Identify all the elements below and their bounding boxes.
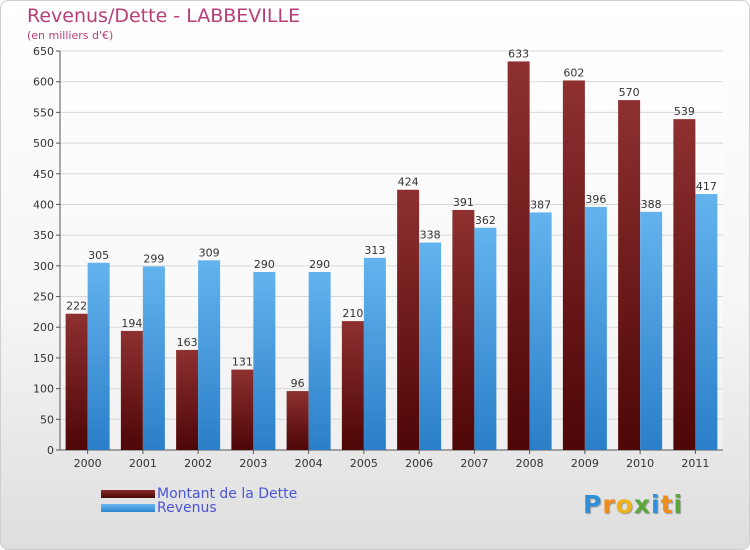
data-label: 391 — [453, 196, 474, 209]
legend-item-dette: Montant de la Dette — [101, 487, 297, 501]
bar-dette — [618, 100, 641, 450]
bar-dette — [231, 369, 254, 450]
chart-title: Revenus/Dette - LABBEVILLE — [27, 5, 301, 27]
bar-dette — [341, 321, 364, 450]
x-tick-label: 2005 — [350, 457, 378, 470]
bar-revenus — [142, 266, 165, 450]
x-tick-label: 2003 — [239, 457, 267, 470]
bar-dette — [286, 391, 309, 450]
chart-legend: Montant de la Dette Revenus — [101, 487, 297, 515]
data-label: 131 — [232, 356, 253, 369]
data-label: 362 — [475, 214, 496, 227]
bar-revenus — [198, 260, 221, 450]
data-label: 539 — [674, 105, 695, 118]
bar-revenus — [529, 212, 552, 450]
logo-letter: P — [583, 490, 603, 519]
data-label: 96 — [291, 377, 305, 390]
y-tick-label: 550 — [33, 106, 54, 119]
logo-letter: i — [651, 490, 661, 519]
x-tick-label: 2009 — [571, 457, 599, 470]
data-label: 570 — [619, 86, 640, 99]
x-tick-label: 2008 — [516, 457, 544, 470]
data-label: 222 — [66, 300, 87, 313]
bar-dette — [397, 189, 420, 450]
y-tick-label: 250 — [33, 291, 54, 304]
bar-revenus — [363, 257, 386, 450]
x-tick-label: 2011 — [681, 457, 709, 470]
bar-dette — [507, 61, 530, 450]
y-tick-label: 600 — [33, 76, 54, 89]
bar-dette — [176, 349, 199, 450]
data-label: 396 — [585, 193, 606, 206]
bar-revenus — [253, 271, 276, 450]
data-label: 194 — [121, 317, 142, 330]
x-tick-label: 2001 — [129, 457, 157, 470]
x-tick-label: 2002 — [184, 457, 212, 470]
legend-swatch-dette — [101, 490, 155, 498]
data-label: 299 — [143, 252, 164, 265]
data-label: 210 — [342, 307, 363, 320]
data-label: 290 — [309, 258, 330, 271]
y-tick-label: 0 — [47, 444, 54, 457]
x-tick-label: 2007 — [460, 457, 488, 470]
logo-letter: i — [673, 490, 684, 519]
legend-label-revenus: Revenus — [157, 500, 217, 516]
y-tick-label: 350 — [33, 229, 54, 242]
x-tick-label: 2004 — [295, 457, 323, 470]
data-label: 309 — [199, 246, 220, 259]
proxiti-logo: Proxiti — [583, 490, 683, 519]
chart-subtitle: (en milliers d'€) — [27, 29, 114, 42]
bar-revenus — [474, 227, 497, 450]
data-label: 387 — [530, 198, 551, 211]
x-tick-label: 2000 — [74, 457, 102, 470]
y-tick-label: 300 — [33, 260, 54, 273]
x-tick-label: 2006 — [405, 457, 433, 470]
logo-letter: x — [633, 490, 651, 519]
data-label: 602 — [563, 66, 584, 79]
bar-dette — [452, 209, 475, 450]
data-label: 633 — [508, 47, 529, 60]
legend-swatch-revenus — [101, 504, 155, 512]
bar-revenus — [87, 262, 110, 450]
data-label: 290 — [254, 258, 275, 271]
y-tick-label: 400 — [33, 198, 54, 211]
bar-revenus — [695, 194, 718, 450]
data-label: 338 — [420, 229, 441, 242]
y-tick-label: 50 — [40, 413, 54, 426]
logo-letter: t — [660, 490, 674, 519]
data-label: 424 — [398, 176, 419, 189]
y-tick-label: 150 — [33, 352, 54, 365]
bar-revenus — [308, 271, 331, 450]
bar-dette — [65, 313, 88, 450]
bar-dette — [673, 119, 696, 450]
logo-letter: o — [615, 490, 634, 519]
bar-revenus — [419, 242, 442, 450]
x-tick-label: 2010 — [626, 457, 654, 470]
bar-dette — [120, 330, 143, 450]
data-label: 388 — [641, 198, 662, 211]
legend-item-revenus: Revenus — [101, 501, 297, 515]
plot-area — [60, 51, 723, 450]
bar-revenus — [640, 211, 663, 450]
data-label: 313 — [364, 244, 385, 257]
y-tick-label: 450 — [33, 168, 54, 181]
logo-letter: r — [602, 490, 616, 519]
data-label: 305 — [88, 249, 109, 262]
y-tick-label: 650 — [33, 45, 54, 58]
y-tick-label: 200 — [33, 321, 54, 334]
data-label: 417 — [696, 180, 717, 193]
legend-label-dette: Montant de la Dette — [157, 486, 298, 502]
y-tick-label: 100 — [33, 383, 54, 396]
y-tick-label: 500 — [33, 137, 54, 150]
data-label: 163 — [177, 336, 198, 349]
bar-dette — [562, 80, 585, 451]
bar-revenus — [584, 206, 607, 450]
